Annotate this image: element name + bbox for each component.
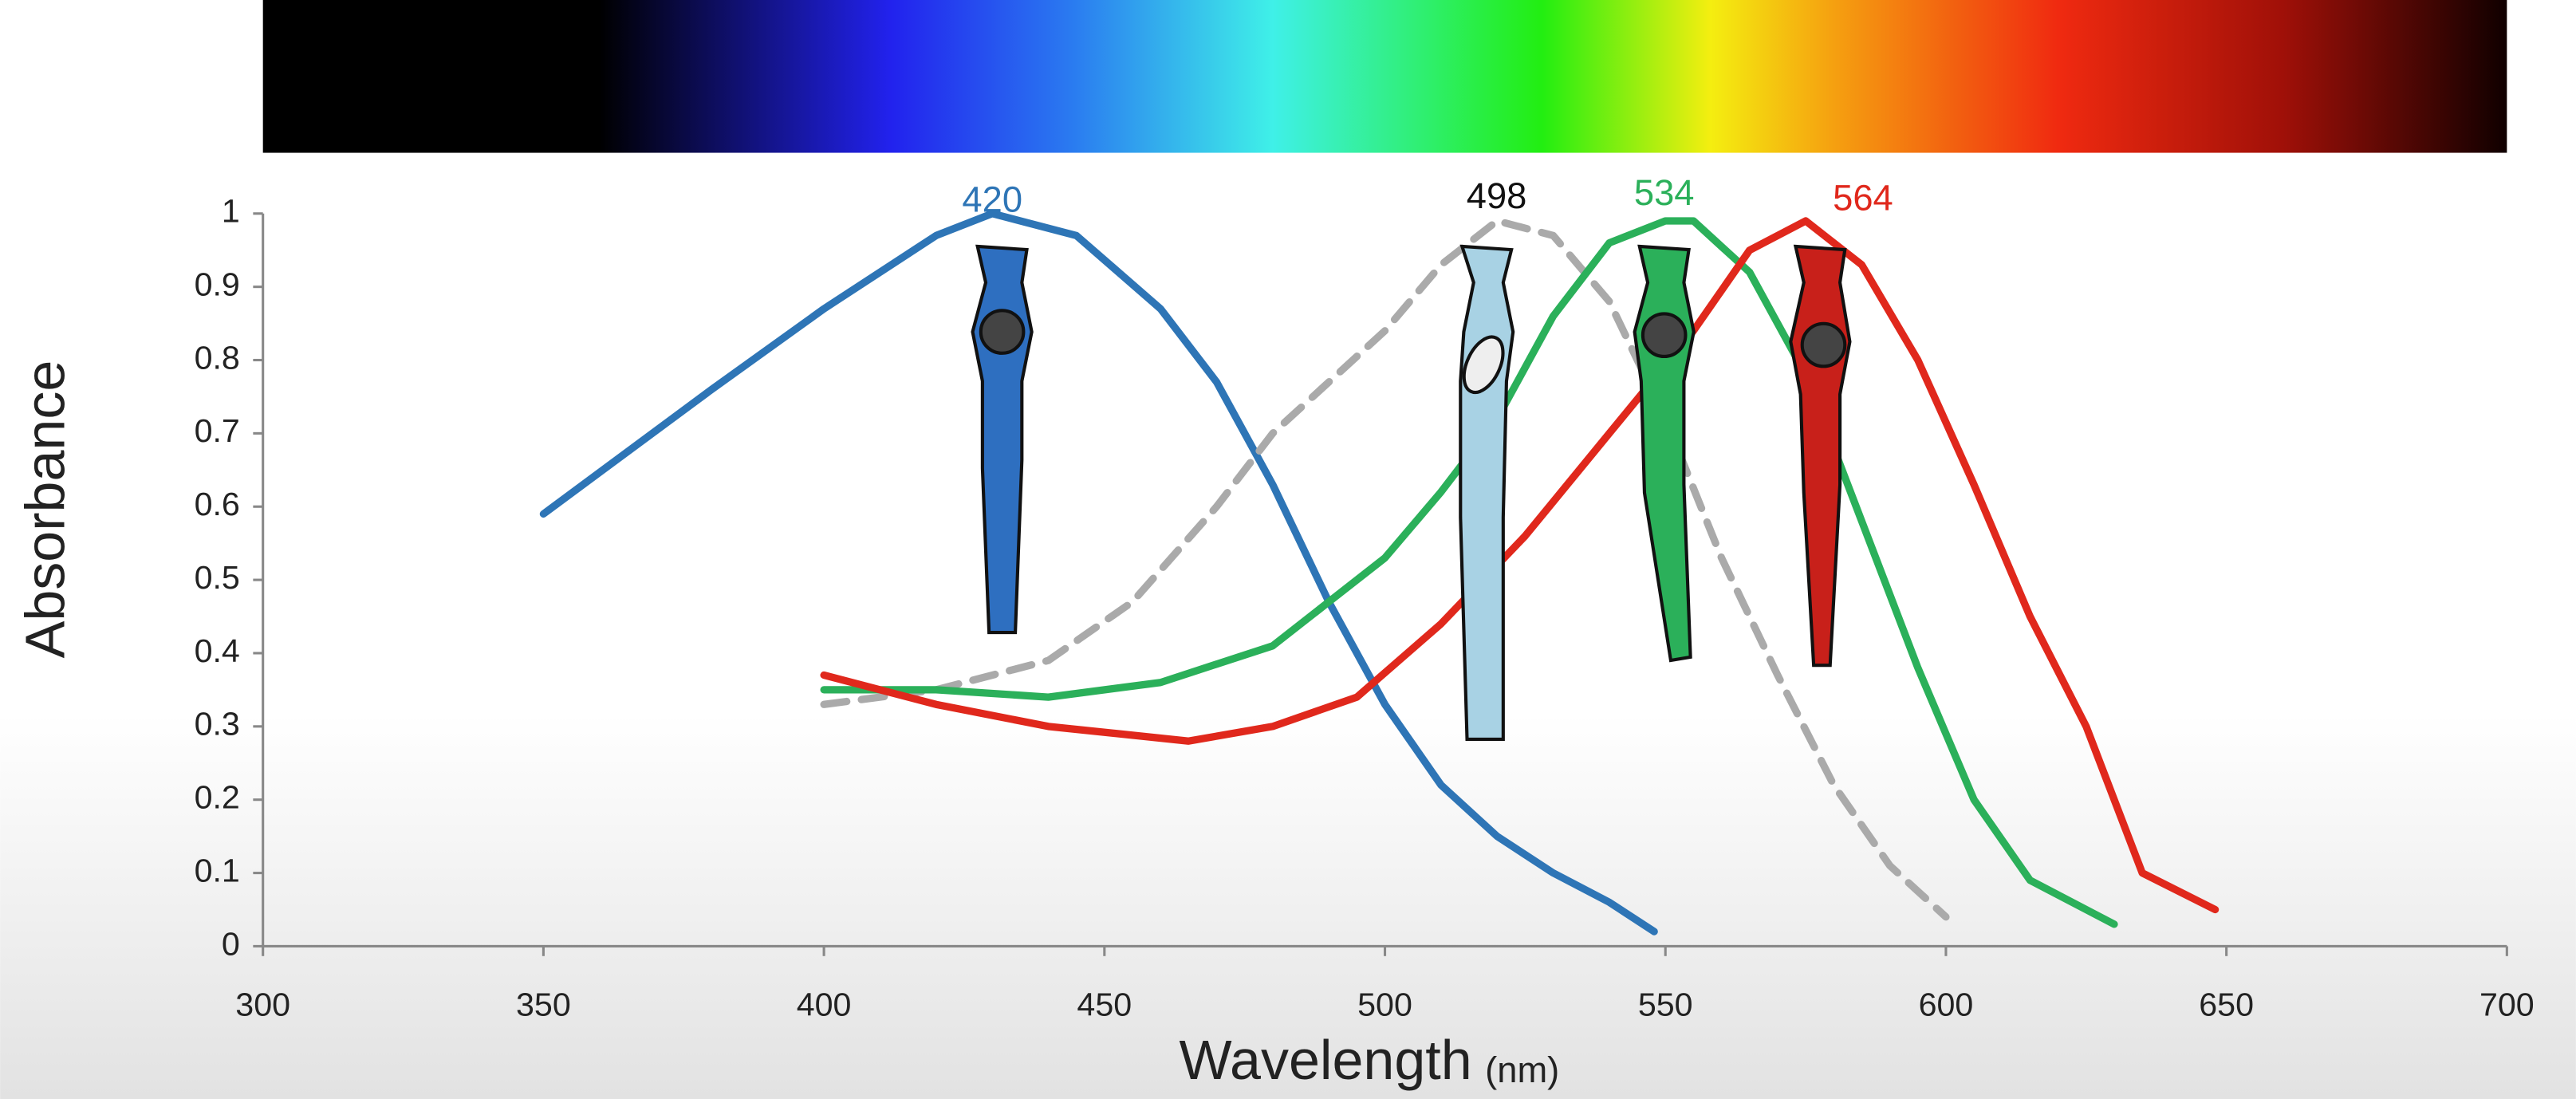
chart: 0 0.1 0.2 0.3 0.4 0.5 0.6 0.7 0.8 0.9 1 300 350 400 45… (0, 0, 2576, 1099)
spectrum-bar (263, 0, 2507, 153)
rod (1456, 246, 1513, 739)
y-tick-label: 0.2 (195, 779, 240, 816)
y-tick-label: 0.7 (195, 412, 240, 449)
x-tick-label: 550 (1638, 987, 1693, 1023)
y-tick-label: 0.5 (195, 559, 240, 596)
peak-label: 564 (1833, 177, 1893, 218)
x-tick-label: 600 (1919, 987, 1974, 1023)
y-tick-label: 0.9 (195, 266, 240, 303)
x-tick-label: 350 (516, 987, 571, 1023)
y-axis-title: Absorbance (14, 360, 76, 659)
x-tick-label: 300 (235, 987, 290, 1023)
y-tick-label: 0.6 (195, 486, 240, 522)
y-tick-label: 0.8 (195, 339, 240, 376)
y-tick-label: 0.4 (195, 632, 240, 669)
x-tick-label: 650 (2199, 987, 2254, 1023)
x-tick-label: 450 (1077, 987, 1132, 1023)
y-tick-label: 1 (222, 193, 240, 230)
peak-label: 498 (1467, 175, 1527, 216)
x-tick-label: 500 (1357, 987, 1412, 1023)
peak-label: 534 (1634, 172, 1695, 213)
x-tick-label: 400 (797, 987, 852, 1023)
peak-label: 420 (962, 179, 1022, 219)
x-axis-unit: (nm) (1485, 1050, 1559, 1090)
y-tick-label: 0 (222, 925, 240, 962)
y-tick-label: 0.1 (195, 852, 240, 888)
y-tick-label: 0.3 (195, 706, 240, 743)
background (0, 0, 2576, 1099)
x-axis-title: Wavelength (1180, 1029, 1472, 1091)
x-tick-label: 700 (2479, 987, 2535, 1023)
